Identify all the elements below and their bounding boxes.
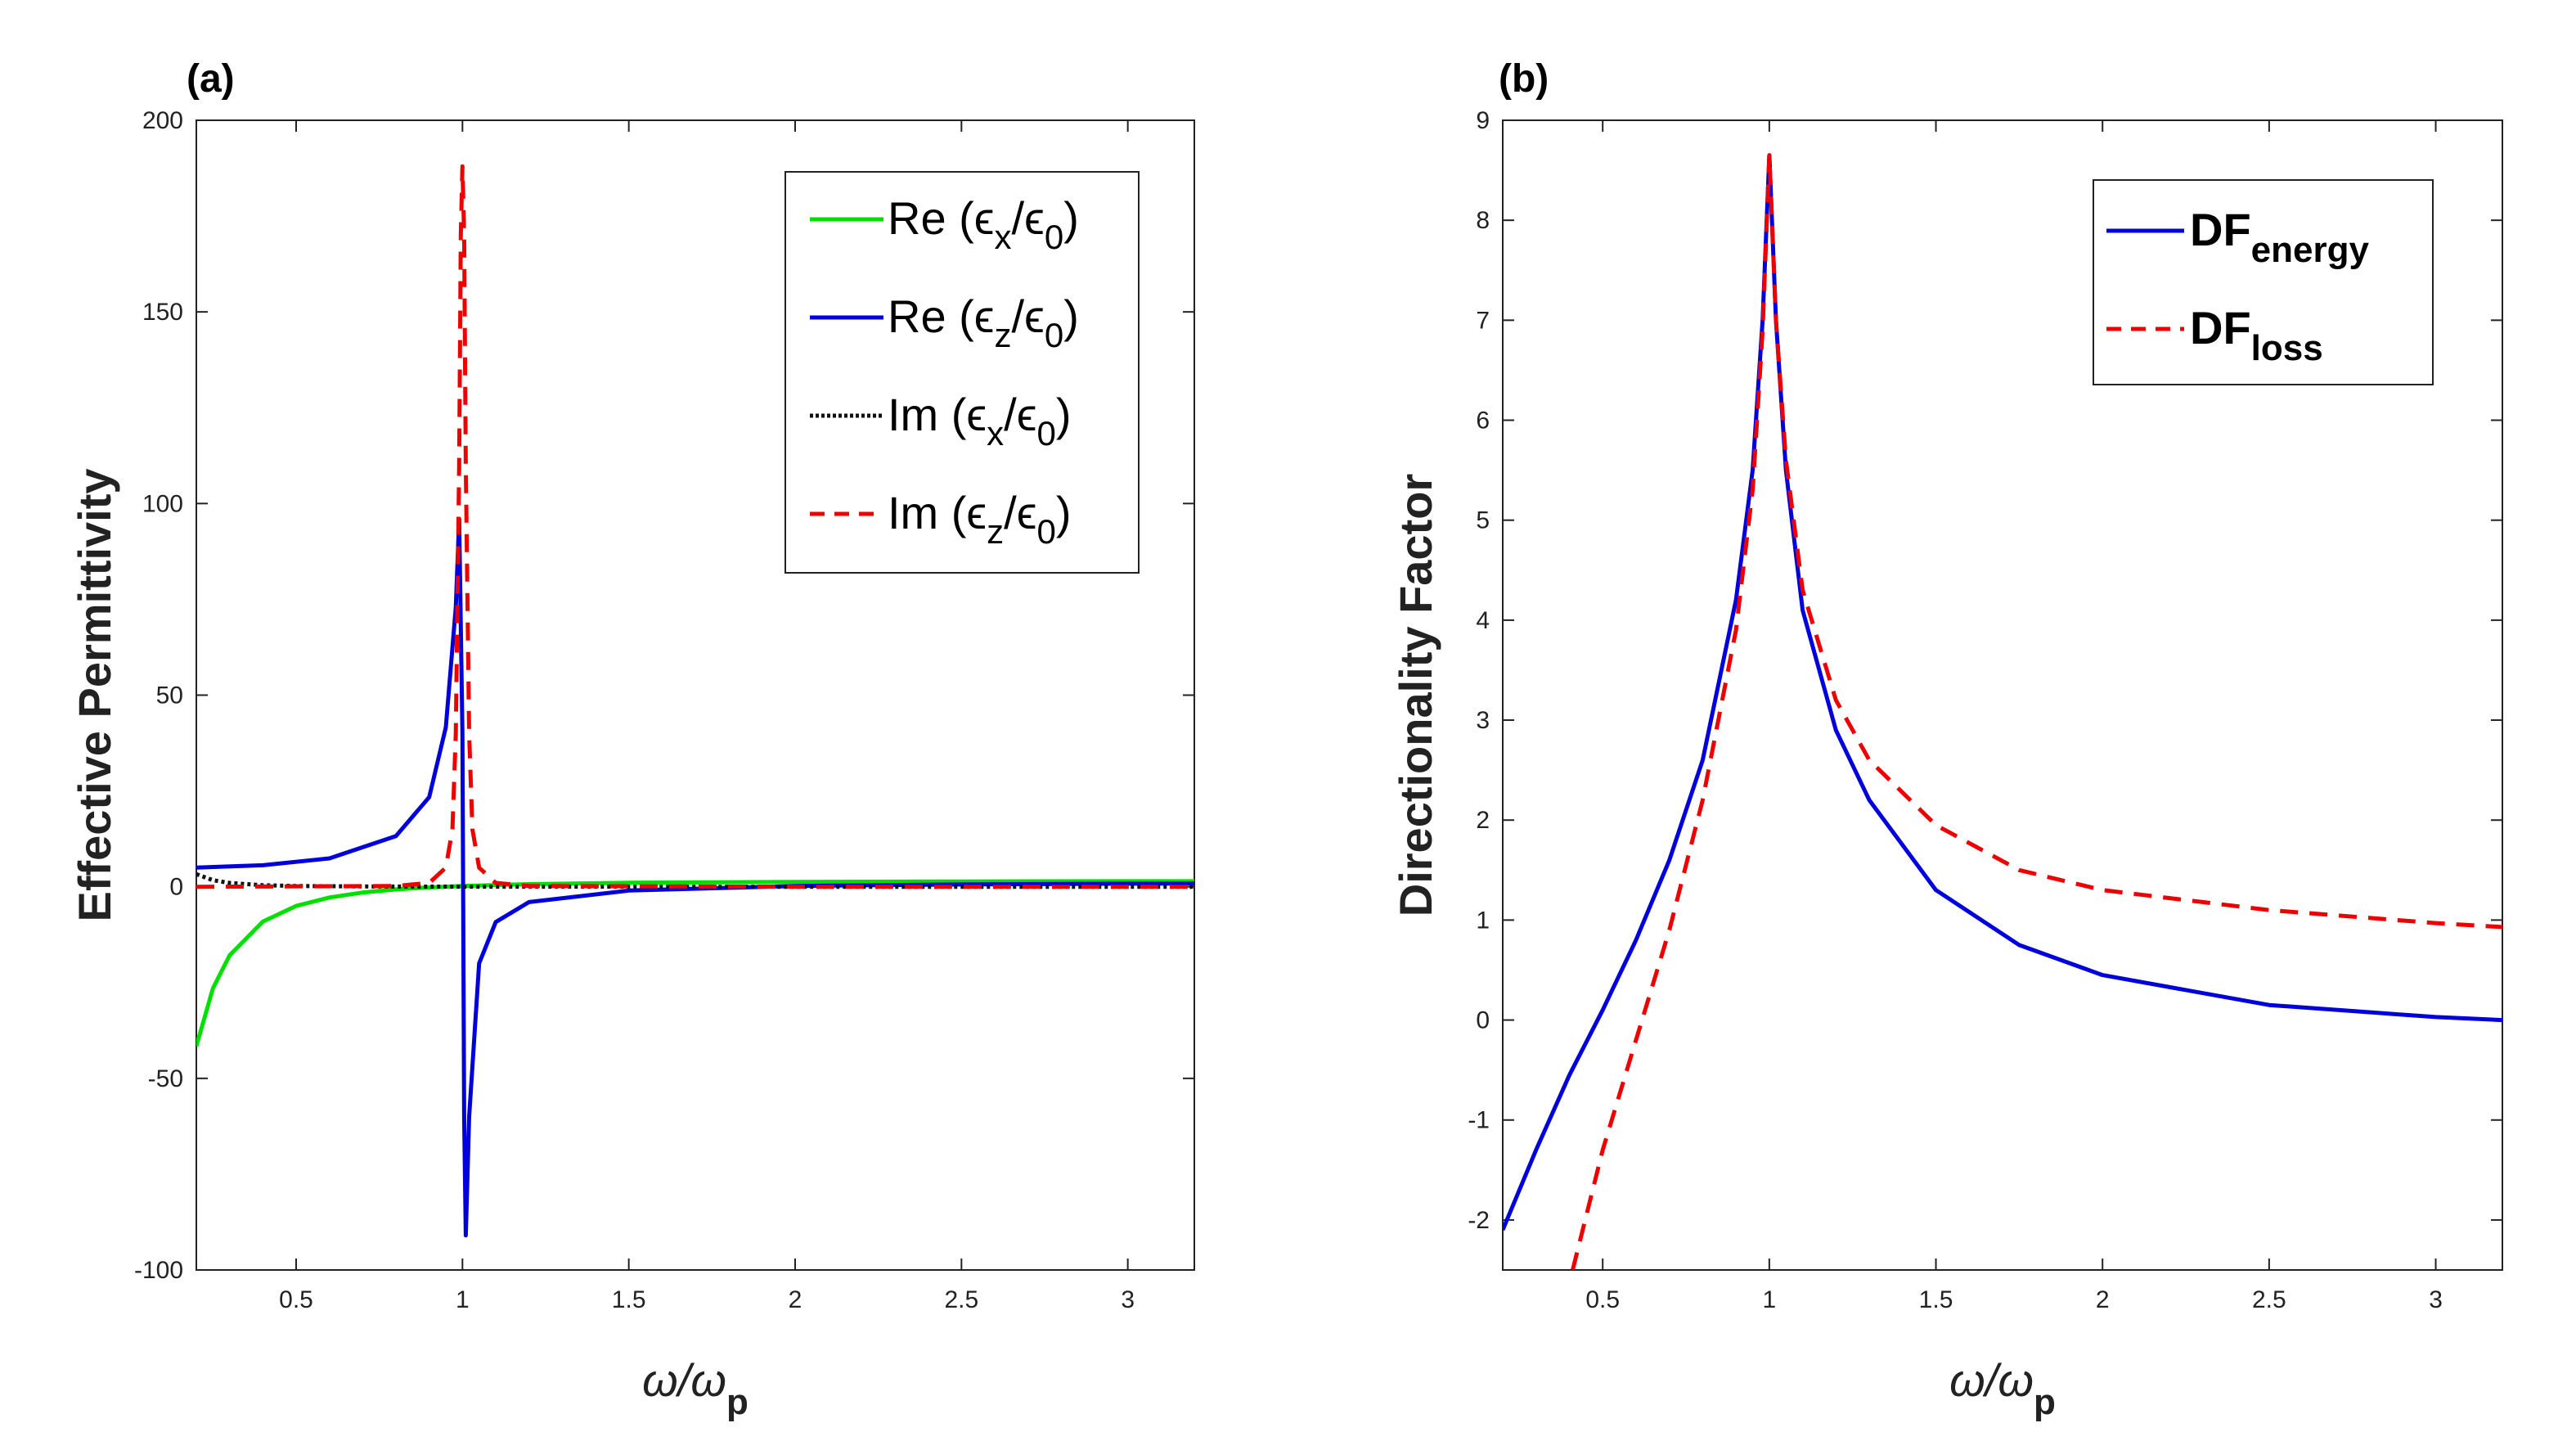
x-tick-label: 2 bbox=[2096, 1286, 2110, 1313]
x-tick-label: 2.5 bbox=[944, 1286, 978, 1313]
y-tick-label: 7 bbox=[1476, 307, 1490, 334]
y-tick-label: -2 bbox=[1468, 1207, 1490, 1234]
y-tick-label: 8 bbox=[1476, 207, 1490, 234]
y-tick-label: 150 bbox=[142, 299, 183, 326]
legend-label: DFenergy bbox=[2190, 204, 2369, 270]
y-tick-label: -100 bbox=[134, 1257, 183, 1284]
chart-panel-b: 0.5 1 1.5 2 2.5 3 -2 -1 0 1 2 3 4 5 6 7 8 9 (b) Directional… bbox=[1390, 57, 2503, 1422]
series-line-df-loss bbox=[1571, 153, 2502, 1270]
y-tick-label: 1 bbox=[1476, 907, 1490, 934]
series-line-im-z-0- bbox=[196, 164, 1194, 889]
x-tick-label: 1.5 bbox=[612, 1286, 646, 1313]
y-axis-label: Effective Permittivity bbox=[69, 469, 120, 922]
x-tick-label: 1 bbox=[1763, 1286, 1777, 1313]
y-tick-label: 200 bbox=[142, 107, 183, 134]
legend-label: Im (ϵz/ϵ0) bbox=[888, 487, 1072, 551]
series-group bbox=[196, 164, 1194, 1238]
y-tick-label: 5 bbox=[1476, 507, 1490, 534]
x-axis-label: ω/ωp bbox=[1949, 1354, 2056, 1422]
legend: DFenergy DFloss bbox=[2093, 179, 2434, 385]
x-tick-label: 0.5 bbox=[279, 1286, 313, 1313]
x-tick-label: 1.5 bbox=[1919, 1286, 1953, 1313]
legend-box bbox=[2093, 179, 2434, 385]
y-tick-label: 50 bbox=[156, 682, 183, 709]
x-tick-label: 2 bbox=[789, 1286, 802, 1313]
y-axis-label: Directionality Factor bbox=[1390, 474, 1441, 916]
y-tick-label: 3 bbox=[1476, 707, 1490, 734]
x-tick-label: 1 bbox=[456, 1286, 470, 1313]
y-tick-label: 4 bbox=[1476, 607, 1490, 634]
y-tick-label: 2 bbox=[1476, 807, 1490, 834]
chart-panel-a: 0.5 1 1.5 2 2.5 3 -100 -50 0 50 100 150 200(a) Effect… bbox=[69, 57, 1195, 1422]
y-tick-label: 0 bbox=[169, 874, 183, 901]
legend: Re (ϵx/ϵ0) Re (ϵz/ϵ0) Im (ϵx/ϵ0) Im (ϵz/ϵ0) bbox=[784, 171, 1140, 574]
y-tick-label: -1 bbox=[1468, 1107, 1490, 1134]
legend-label: DFloss bbox=[2190, 302, 2323, 368]
legend-label: Re (ϵz/ϵ0) bbox=[888, 290, 1079, 354]
legend-label: Re (ϵx/ϵ0) bbox=[888, 192, 1079, 256]
legend-box bbox=[784, 171, 1140, 574]
panel-label: (b) bbox=[1499, 57, 1549, 101]
y-tick-label: -50 bbox=[148, 1065, 183, 1092]
x-tick-label: 2.5 bbox=[2252, 1286, 2286, 1313]
x-tick-label: 0.5 bbox=[1585, 1286, 1620, 1313]
y-tick-label: 9 bbox=[1476, 107, 1490, 134]
x-tick-label: 3 bbox=[1121, 1286, 1135, 1313]
legend-label: Im (ϵx/ϵ0) bbox=[888, 389, 1072, 453]
panel-label: (a) bbox=[187, 57, 235, 101]
x-tick-label: 3 bbox=[2429, 1286, 2443, 1313]
series-group bbox=[1503, 153, 2502, 1270]
y-tick-label: 100 bbox=[142, 490, 183, 517]
y-tick-label: 0 bbox=[1476, 1007, 1490, 1034]
y-tick-label: 6 bbox=[1476, 408, 1490, 435]
x-axis-label: ω/ωp bbox=[642, 1354, 749, 1422]
